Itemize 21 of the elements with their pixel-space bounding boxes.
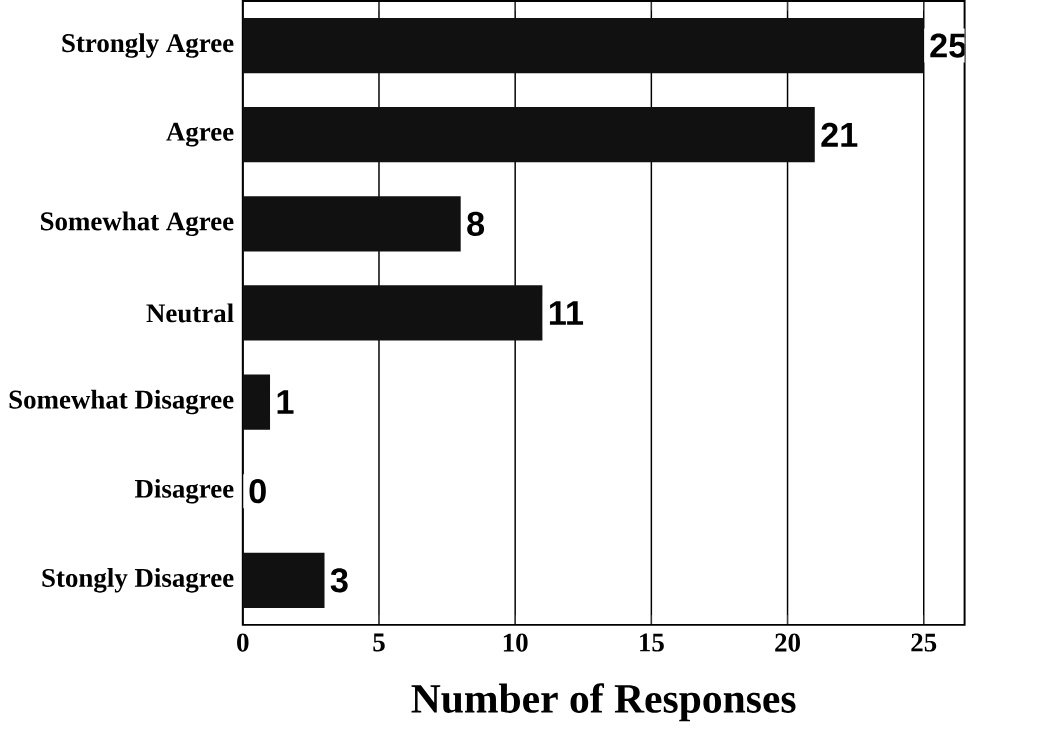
y-tick-label: Stongly Disagree (42, 567, 234, 593)
data-label: 8 (467, 211, 485, 236)
y-tick-label: Somewhat Disagree (9, 389, 234, 415)
data-label: 11 (549, 300, 584, 325)
data-label: 0 (249, 478, 266, 504)
y-tick-label: Neutral (146, 303, 234, 323)
data-label: 3 (330, 567, 348, 593)
y-tick-label: Strongly Agree (62, 33, 234, 58)
y-tick-label: Agree (166, 122, 234, 147)
data-label: 1 (277, 390, 294, 414)
data-label: 25 (930, 33, 967, 58)
x-tick-label: 25 (911, 633, 937, 652)
y-tick-label: Somewhat Agree (40, 211, 234, 236)
x-tick-label: 0 (237, 633, 249, 652)
x-tick-label: 20 (775, 633, 800, 652)
x-axis-title: Number of Responses (411, 682, 796, 722)
x-tick-label: 10 (503, 633, 528, 652)
x-tick-label: 5 (373, 633, 385, 652)
y-tick-label: Disagree (134, 478, 234, 504)
x-tick-label: 15 (640, 633, 664, 652)
data-label: 21 (821, 122, 858, 147)
